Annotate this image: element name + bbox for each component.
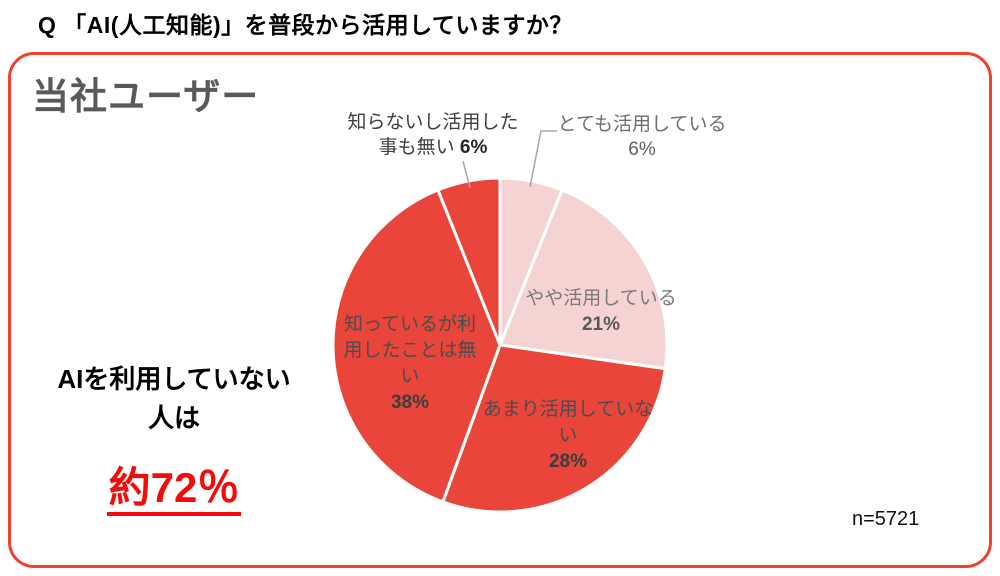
pie-label-shiranai-pct: 6% [459,137,488,158]
leader-line-shiranai [462,160,471,189]
pie-label-yaya: やや活用している 21% [512,286,690,338]
insight-line-2: 人は [147,403,200,433]
pie-slices [331,176,669,514]
pie-label-amari: あまり活用していない 28% [478,397,658,475]
pie-label-shitteiru: 知っているが利用したことは無い 38% [340,312,480,416]
panel-heading: 当社ユーザー [32,76,260,117]
pie-slice-2 [441,343,667,514]
pie-label-shitteiru-pct: 38% [390,392,430,413]
insight-annotation: AIを利用していない 人は 約72％ [28,360,320,516]
pie-label-yaya-text: やや活用している [525,288,677,309]
pie-slice-3 [331,188,502,504]
sample-size-label: n=5721 [852,508,920,530]
pie-label-amari-text: あまり活用していない [482,399,654,446]
question-title: Q 「AI(人工知能)」を普段から活用していますか？ [38,12,573,38]
pie-label-shiranai-text: 知らないし活用した事も無い [347,112,519,158]
pie-label-yaya-pct: 21% [581,314,621,335]
pie-slice-1 [498,188,669,371]
pie-label-shiranai: 知らないし活用した事も無い 6% [342,110,524,160]
insight-line-1: AIを利用していない [57,364,291,394]
pie-label-amari-pct: 28% [548,451,588,472]
leader-line-totemo [529,130,557,188]
pie-label-shitteiru-text: 知っているが利用したことは無い [343,314,477,387]
pie-label-totemo-pct: 6% [628,139,656,160]
insight-highlight-value: 約72％ [106,465,242,516]
pie-label-totemo-text: とても活用している [557,114,727,135]
pie-label-totemo: とても活用している 6% [551,112,733,162]
